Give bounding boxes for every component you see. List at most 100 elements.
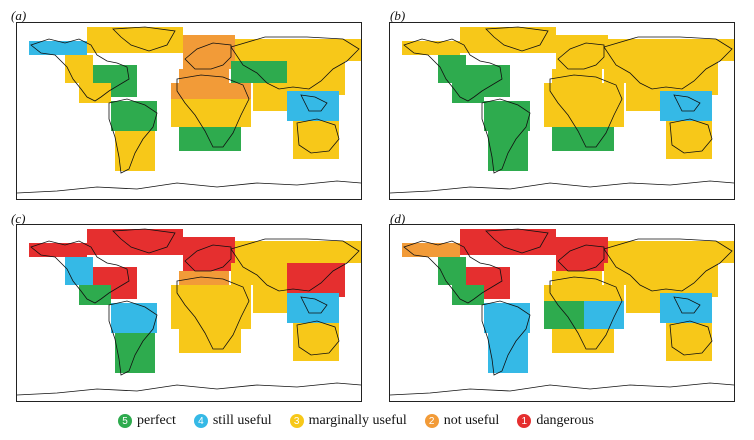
coastline-antarctica bbox=[390, 382, 734, 396]
coastline-5 bbox=[230, 238, 360, 292]
legend-item-still-useful: 4 still useful bbox=[193, 413, 272, 429]
region-north-asia bbox=[235, 39, 361, 61]
region-sahara bbox=[171, 285, 251, 301]
region-north-australia bbox=[293, 121, 339, 141]
region-southern-africa bbox=[552, 329, 614, 353]
region-mediterranean bbox=[179, 69, 229, 83]
panel-label-d: (d) bbox=[390, 211, 406, 226]
region-central-asia bbox=[604, 263, 660, 285]
panel-label-c: (c) bbox=[11, 211, 26, 226]
region-south-australia bbox=[666, 141, 712, 159]
region-greenland-arctic bbox=[87, 229, 183, 255]
region-south-asia bbox=[253, 285, 287, 313]
coastline-6 bbox=[669, 118, 713, 154]
region-sahara bbox=[544, 83, 624, 99]
coastline-7 bbox=[673, 94, 701, 112]
region-alaska bbox=[402, 243, 460, 257]
coastline-2 bbox=[481, 98, 531, 174]
region-tibet-east-asia bbox=[660, 61, 718, 95]
region-alaska bbox=[29, 41, 87, 55]
rating-5-badge: 5 bbox=[118, 414, 132, 428]
legend-label: not useful bbox=[443, 413, 500, 428]
region-alaska bbox=[29, 243, 87, 257]
coastline-3 bbox=[557, 42, 605, 70]
region-central-asia bbox=[604, 61, 660, 83]
region-amazon bbox=[484, 303, 530, 333]
region-greenland-arctic bbox=[460, 229, 556, 255]
region-east-africa bbox=[211, 301, 251, 329]
region-north-asia bbox=[608, 39, 734, 61]
coastline-6 bbox=[296, 320, 340, 356]
region-tibet-east-asia bbox=[660, 263, 718, 297]
region-south-australia bbox=[666, 343, 712, 361]
region-central-america bbox=[79, 83, 111, 103]
region-south-australia bbox=[293, 141, 339, 159]
region-southern-africa bbox=[179, 329, 241, 353]
legend-item-dangerous: 1 dangerous bbox=[517, 413, 594, 429]
region-central-america bbox=[452, 285, 484, 305]
region-south-america bbox=[488, 333, 528, 373]
region-amazon bbox=[111, 101, 157, 131]
coastline-5 bbox=[603, 238, 733, 292]
legend-item-not-useful: 2 not useful bbox=[424, 413, 500, 429]
region-west-africa bbox=[171, 99, 211, 127]
legend-label: perfect bbox=[137, 413, 176, 428]
region-north-australia bbox=[666, 323, 712, 343]
map-panel-c bbox=[16, 224, 362, 402]
region-mediterranean bbox=[179, 271, 229, 285]
coastline-3 bbox=[184, 244, 232, 272]
coastline-6 bbox=[296, 118, 340, 154]
region-central-america bbox=[79, 285, 111, 305]
region-south-asia bbox=[626, 285, 660, 313]
coastline-antarctica bbox=[390, 180, 734, 194]
region-southern-africa bbox=[552, 127, 614, 151]
coastline-7 bbox=[673, 296, 701, 314]
region-amazon bbox=[111, 303, 157, 333]
region-northern-europe bbox=[556, 35, 608, 69]
region-sahara bbox=[544, 285, 624, 301]
region-north-asia bbox=[608, 241, 734, 263]
coastline-3 bbox=[557, 244, 605, 272]
region-southeast-asia bbox=[660, 91, 712, 121]
region-west-africa bbox=[171, 301, 211, 329]
region-west-north-america bbox=[65, 257, 93, 285]
region-northern-europe bbox=[183, 237, 235, 271]
region-northern-europe bbox=[556, 237, 608, 271]
region-central-america bbox=[452, 83, 484, 103]
coastline-4 bbox=[176, 74, 250, 148]
map-panel-b bbox=[389, 22, 735, 200]
region-north-australia bbox=[293, 323, 339, 343]
coastline-1 bbox=[485, 26, 549, 52]
region-tibet-east-asia bbox=[287, 61, 345, 95]
rating-2-badge: 2 bbox=[424, 414, 439, 428]
region-southeast-asia bbox=[287, 91, 339, 121]
region-north-asia bbox=[235, 241, 361, 263]
coastline-1 bbox=[112, 26, 176, 52]
coastline-6 bbox=[669, 320, 713, 356]
region-south-america bbox=[488, 131, 528, 171]
region-southern-africa bbox=[179, 127, 241, 151]
region-southeast-asia bbox=[660, 293, 712, 323]
legend: 5 perfect 4 still useful 3 marginally us… bbox=[118, 410, 658, 432]
panel-label-b: (b) bbox=[390, 8, 406, 23]
coastline-5 bbox=[230, 36, 360, 90]
coastline-4 bbox=[549, 276, 623, 350]
region-central-asia bbox=[231, 263, 287, 285]
region-east-africa bbox=[584, 301, 624, 329]
coastline-2 bbox=[481, 300, 531, 376]
coastline-3 bbox=[184, 42, 232, 70]
legend-label: still useful bbox=[212, 413, 272, 428]
legend-item-perfect: 5 perfect bbox=[118, 413, 176, 429]
region-west-north-america bbox=[438, 257, 466, 285]
coastline-2 bbox=[108, 300, 158, 376]
region-north-australia bbox=[666, 121, 712, 141]
region-sahara bbox=[171, 83, 251, 99]
region-southeast-asia bbox=[287, 293, 339, 323]
coastline-4 bbox=[549, 74, 623, 148]
coastline-0 bbox=[30, 240, 130, 304]
region-mediterranean bbox=[552, 69, 602, 83]
region-east-africa bbox=[584, 99, 624, 127]
coastline-7 bbox=[300, 296, 328, 314]
region-west-north-america bbox=[438, 55, 466, 83]
coastline-0 bbox=[403, 240, 503, 304]
